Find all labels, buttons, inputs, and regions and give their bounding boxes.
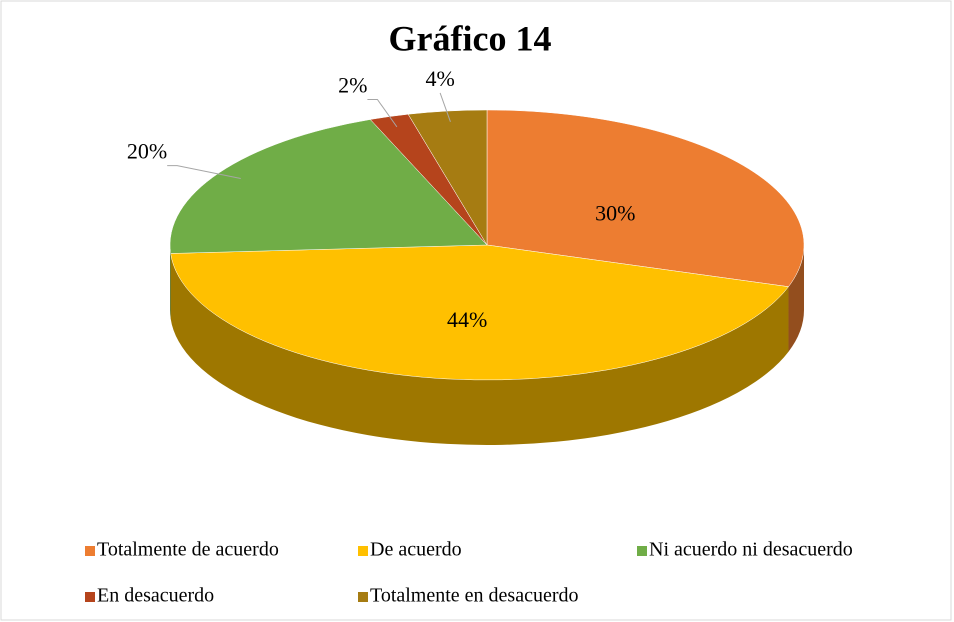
leader-line — [167, 165, 241, 179]
pie-slice — [169, 119, 488, 254]
pie-slice — [170, 244, 789, 381]
data-label: 2% — [338, 73, 367, 98]
data-label: 30% — [595, 200, 635, 225]
data-label: 20% — [127, 139, 167, 164]
legend-swatch — [85, 546, 95, 556]
data-label: 44% — [447, 307, 487, 332]
pie-side — [170, 245, 171, 319]
legend-label: De acuerdo — [370, 539, 462, 561]
legend-swatch — [85, 592, 95, 602]
legend-label: Ni acuerdo ni desacuerdo — [649, 539, 853, 561]
legend-label: Totalmente en desacuerdo — [370, 585, 579, 607]
pie-slice — [486, 109, 805, 287]
data-label: 4% — [425, 66, 454, 91]
pie-side — [788, 245, 805, 352]
pie-slice — [407, 109, 488, 246]
leader-line — [367, 98, 398, 128]
legend-label: En desacuerdo — [97, 585, 214, 607]
leader-line — [439, 92, 451, 122]
legend-swatch — [358, 546, 368, 556]
legend-swatch — [358, 592, 368, 602]
chart-title: Gráfico 14 — [389, 18, 552, 58]
legend-label: Totalmente de acuerdo — [97, 539, 279, 561]
legend-swatch — [637, 546, 647, 556]
pie-side — [170, 253, 789, 446]
